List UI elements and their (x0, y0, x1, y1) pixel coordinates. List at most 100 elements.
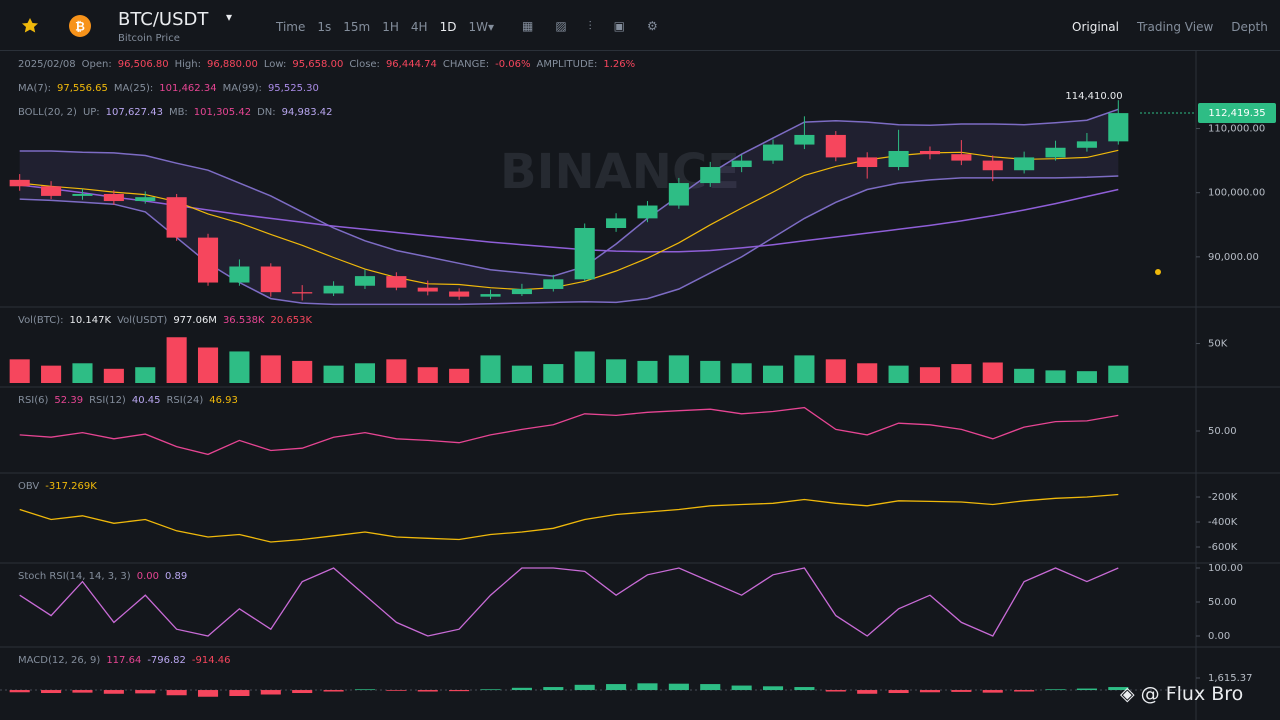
volume-bar (260, 355, 281, 383)
symbol-dropdown[interactable]: ▾ (226, 10, 233, 24)
volume-bar (449, 368, 470, 383)
y-tick-label: -400K (1208, 517, 1238, 528)
macd-bar (919, 690, 941, 693)
macd-bar (543, 687, 564, 691)
interval[interactable]: 1W (468, 20, 488, 34)
legend-item: -914.46 (191, 655, 231, 666)
candle-body (762, 144, 784, 161)
legend-row: MA(7): 97,556.65 MA(25): 101,462.34 MA(99): 9… (18, 83, 641, 94)
legend-item: 977.06M (173, 315, 217, 326)
macd-bar (951, 690, 972, 692)
macd-bar (511, 687, 532, 691)
candle-body (825, 134, 846, 158)
y-tick-label: 100.00 (1208, 563, 1243, 574)
volume-bar (637, 360, 658, 383)
volume-bar (794, 355, 815, 383)
candle-body (511, 288, 532, 295)
alert-dot (1155, 269, 1161, 275)
legend-item: 107,627.43 (105, 107, 163, 118)
rsi-line (19, 406, 1119, 456)
legend-item: MACD(12, 26, 9) (18, 655, 101, 666)
candle-body (480, 294, 501, 297)
legend-item: 36.538K (222, 315, 265, 326)
y-tick-label: 1,615.37 (1208, 673, 1253, 684)
high-label: 114,410.00 (1065, 91, 1122, 102)
candle-body (1045, 147, 1066, 158)
legend-row: MACD(12, 26, 9) 117.64 -796.82 -914.46 (18, 655, 237, 666)
favorite-icon[interactable] (10, 0, 50, 50)
macd-bar (825, 690, 846, 692)
symbol[interactable]: BTC/USDT (118, 9, 209, 30)
candle-body (982, 160, 1003, 171)
macd-bar (668, 683, 689, 691)
legend-item: 96,880.00 (206, 59, 258, 70)
watermark: ◈ @ Flux Bro (1120, 683, 1243, 705)
macd-bar (197, 690, 219, 697)
legend-item: -796.82 (147, 655, 186, 666)
toolbar-icons[interactable]: ▦▨⫶▣⚙ (522, 19, 680, 33)
legend-item: 101,462.34 (159, 83, 217, 94)
macd-bar (166, 690, 187, 696)
volume-bar (731, 363, 752, 383)
view-tab[interactable]: Trading View (1136, 20, 1214, 34)
volume-bar (606, 359, 627, 383)
interval[interactable]: Time (276, 20, 306, 34)
macd-bar (574, 684, 595, 691)
interval[interactable]: 15m (343, 20, 371, 34)
volume-bar (1108, 365, 1129, 383)
candle-body (574, 227, 595, 280)
volume-bar (229, 351, 250, 383)
legend-item: -317.269K (45, 481, 97, 492)
volume-bar (135, 367, 156, 383)
volume-bar (1014, 368, 1035, 383)
volume-bar (1045, 370, 1066, 383)
candle-body (700, 167, 721, 184)
legend-item: MB: (168, 107, 188, 118)
volume-bar (668, 355, 689, 383)
legend-item: 97,556.65 (57, 83, 108, 94)
candle-body (9, 179, 30, 187)
legend-item: RSI(6) (18, 395, 49, 406)
legend-item: -0.06% (495, 59, 531, 70)
volume-bar (511, 365, 532, 383)
candle-body (1014, 157, 1035, 171)
macd-bar (9, 690, 30, 693)
bollinger-band-fill (19, 109, 1119, 305)
legend-item: Stoch RSI(14, 14, 3, 3) (18, 571, 131, 582)
view-tabs: Original Trading View Depth (1072, 20, 1280, 34)
legend-item: 96,506.80 (117, 59, 169, 70)
y-tick-label: 50.00 (1208, 597, 1237, 608)
interval-dropdown[interactable]: ▾ (488, 20, 495, 34)
y-tick-label: -200K (1208, 492, 1238, 503)
legend-item: OBV (18, 481, 40, 492)
candle-body (1108, 113, 1129, 142)
candle-body (103, 193, 124, 202)
view-tab[interactable]: Depth (1231, 20, 1268, 34)
pane-legend: 2025/02/08 Open: 96,506.80 High: 96,880.00 Lo… (18, 59, 641, 131)
subtitle[interactable]: Bitcoin Price (118, 33, 180, 44)
legend-item: UP: (82, 107, 100, 118)
view-tab[interactable]: Original (1072, 20, 1119, 34)
volume-bar (888, 365, 909, 383)
volume-bar (166, 337, 187, 383)
legend-item: 96,444.74 (385, 59, 437, 70)
volume-bar (480, 355, 501, 383)
legend-row: OBV -317.269K (18, 481, 103, 492)
interval[interactable]: 1D (439, 20, 457, 34)
candle-body (668, 183, 689, 206)
legend-item: 52.39 (54, 395, 84, 406)
candle-body (606, 218, 627, 228)
candle-body (449, 291, 470, 297)
macd-bar (323, 690, 344, 692)
legend-item: 95,525.30 (267, 83, 319, 94)
legend-item: 95,658.00 (292, 59, 344, 70)
interval[interactable]: 1H (382, 20, 399, 34)
interval[interactable]: 1s (317, 20, 332, 34)
legend-item: 0.00 (136, 571, 159, 582)
volume-bar (951, 364, 972, 383)
macd-bar (1108, 687, 1129, 691)
pane-legend: Stoch RSI(14, 14, 3, 3) 0.00 0.89 (18, 571, 193, 595)
macd-bar (857, 690, 878, 694)
interval[interactable]: 4H (410, 20, 428, 34)
